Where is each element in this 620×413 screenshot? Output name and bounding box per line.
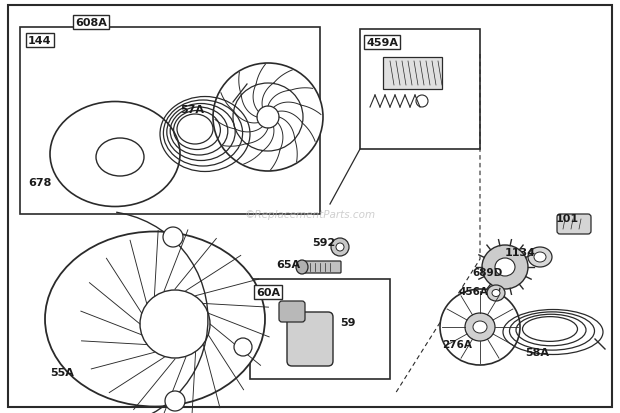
- Ellipse shape: [140, 290, 210, 358]
- Circle shape: [234, 338, 252, 356]
- Ellipse shape: [534, 252, 546, 262]
- Ellipse shape: [528, 247, 552, 267]
- Text: 689D: 689D: [472, 267, 502, 277]
- Ellipse shape: [296, 260, 308, 274]
- Ellipse shape: [492, 290, 500, 297]
- Ellipse shape: [473, 321, 487, 333]
- Text: 456A: 456A: [458, 286, 488, 296]
- Text: 144: 144: [28, 36, 51, 46]
- Ellipse shape: [50, 102, 180, 207]
- Polygon shape: [360, 30, 480, 150]
- Text: 678: 678: [28, 178, 51, 188]
- Text: 276A: 276A: [442, 339, 472, 349]
- FancyBboxPatch shape: [279, 301, 305, 322]
- Ellipse shape: [482, 245, 528, 289]
- Ellipse shape: [465, 313, 495, 341]
- FancyBboxPatch shape: [557, 214, 591, 235]
- Text: 59: 59: [340, 317, 355, 327]
- Ellipse shape: [96, 139, 144, 177]
- Text: 101: 101: [556, 214, 579, 223]
- Text: 57A: 57A: [180, 105, 204, 115]
- Ellipse shape: [45, 232, 265, 406]
- Text: 55A: 55A: [50, 367, 74, 377]
- Text: 58A: 58A: [525, 347, 549, 357]
- Polygon shape: [20, 28, 320, 214]
- Text: 60A: 60A: [256, 287, 280, 297]
- Ellipse shape: [495, 259, 515, 276]
- Text: 459A: 459A: [366, 38, 398, 48]
- Ellipse shape: [213, 64, 323, 171]
- Circle shape: [163, 228, 183, 247]
- Circle shape: [331, 238, 349, 256]
- Text: 1134: 1134: [505, 247, 536, 257]
- FancyBboxPatch shape: [383, 58, 442, 90]
- Ellipse shape: [487, 285, 505, 301]
- Text: 65A: 65A: [276, 259, 300, 269]
- Ellipse shape: [440, 289, 520, 365]
- Circle shape: [165, 391, 185, 411]
- Text: 592: 592: [312, 237, 335, 247]
- Polygon shape: [250, 279, 390, 379]
- Text: 608A: 608A: [75, 18, 107, 28]
- FancyBboxPatch shape: [299, 261, 341, 273]
- Circle shape: [336, 243, 344, 252]
- Text: ©ReplacementParts.com: ©ReplacementParts.com: [244, 209, 376, 219]
- FancyBboxPatch shape: [287, 312, 333, 366]
